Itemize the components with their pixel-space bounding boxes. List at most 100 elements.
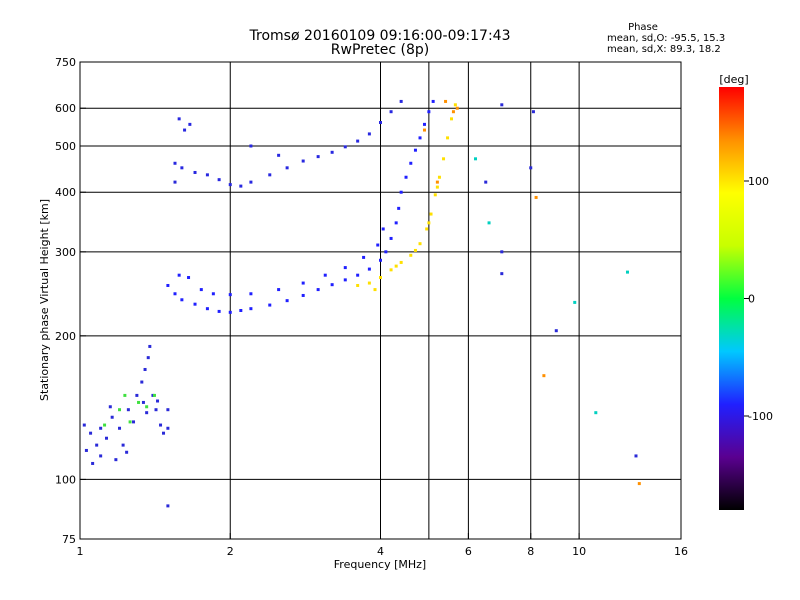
- y-tick-label: 600: [55, 102, 76, 115]
- data-point: [199, 288, 203, 292]
- data-point: [399, 260, 403, 264]
- data-point: [451, 110, 455, 114]
- data-point: [118, 408, 122, 412]
- data-point: [343, 278, 347, 282]
- y-axis-label: Stationary phase Virtual Height [km]: [38, 199, 51, 401]
- data-point: [217, 178, 221, 182]
- data-point: [239, 184, 243, 188]
- data-point: [487, 221, 491, 225]
- x-tick-label: 4: [377, 545, 384, 558]
- x-tick-label: 1: [77, 545, 84, 558]
- data-point: [542, 374, 546, 378]
- data-point: [82, 423, 86, 427]
- data-point: [177, 273, 181, 277]
- data-point: [103, 423, 107, 427]
- data-point: [473, 157, 477, 161]
- data-points: [82, 99, 641, 508]
- data-point: [151, 393, 155, 397]
- data-point: [500, 272, 504, 276]
- data-point: [442, 157, 446, 161]
- chart-title: Tromsø 20160109 09:16:00-09:17:43: [249, 28, 511, 44]
- data-point: [104, 436, 108, 440]
- data-point: [211, 292, 215, 296]
- data-point: [249, 307, 253, 311]
- data-point: [123, 393, 127, 397]
- data-point: [205, 307, 209, 311]
- data-point: [356, 283, 360, 287]
- data-point: [437, 175, 441, 179]
- data-point: [373, 288, 377, 292]
- data-point: [110, 415, 114, 419]
- data-point: [114, 458, 118, 462]
- data-point: [356, 139, 360, 143]
- data-point: [166, 504, 170, 508]
- data-point: [193, 170, 197, 174]
- data-point: [343, 266, 347, 270]
- data-point: [145, 411, 149, 415]
- y-tick-label: 300: [55, 246, 76, 259]
- axis-ticks: 1 2 4 6 8 10 16 75 100 200 300 400 500 600 750: [55, 56, 688, 558]
- x-axis-label: Frequency [MHz]: [334, 558, 426, 571]
- data-point: [446, 136, 450, 140]
- colorbar-tick-label: 100: [748, 175, 769, 188]
- data-point: [431, 99, 435, 103]
- data-point: [500, 250, 504, 254]
- data-point: [394, 221, 398, 225]
- data-point: [301, 159, 305, 163]
- data-point: [285, 299, 289, 303]
- data-point: [143, 367, 147, 371]
- data-point: [316, 288, 320, 292]
- data-point: [573, 300, 577, 304]
- data-point: [140, 380, 144, 384]
- data-point: [217, 309, 221, 313]
- x-tick-label: 2: [227, 545, 234, 558]
- data-point: [399, 99, 403, 103]
- data-point: [422, 122, 426, 126]
- data-point: [399, 190, 403, 194]
- data-point: [444, 99, 448, 103]
- data-point: [121, 443, 125, 447]
- y-tick-label: 400: [55, 186, 76, 199]
- data-point: [409, 161, 413, 165]
- data-point: [228, 293, 232, 297]
- data-point: [126, 408, 130, 412]
- data-point: [95, 443, 99, 447]
- data-point: [534, 195, 538, 199]
- data-point: [637, 482, 641, 486]
- data-point: [89, 431, 93, 435]
- data-point: [228, 183, 232, 187]
- data-point: [301, 281, 305, 285]
- y-tick-label: 100: [55, 473, 76, 486]
- data-point: [125, 450, 129, 454]
- data-point: [239, 308, 243, 312]
- data-point: [141, 400, 145, 404]
- grid: [80, 62, 681, 539]
- data-point: [249, 292, 253, 296]
- data-point: [128, 420, 132, 424]
- data-point: [413, 148, 417, 152]
- data-point: [166, 283, 170, 287]
- y-tick-label: 750: [55, 56, 76, 69]
- x-tick-label: 16: [674, 545, 688, 558]
- data-point: [453, 103, 457, 107]
- data-point: [146, 356, 150, 360]
- data-point: [484, 180, 488, 184]
- data-point: [132, 420, 136, 424]
- data-point: [108, 405, 112, 409]
- data-point: [554, 329, 558, 333]
- data-point: [91, 461, 95, 465]
- data-point: [425, 227, 429, 231]
- data-point: [367, 267, 371, 271]
- colorbar-tick-label: 0: [748, 293, 755, 306]
- data-point: [277, 288, 281, 292]
- data-point: [389, 268, 393, 272]
- data-point: [422, 128, 426, 132]
- data-point: [152, 393, 156, 397]
- data-point: [268, 303, 272, 307]
- data-point: [162, 431, 166, 435]
- data-point: [413, 248, 417, 252]
- y-tick-label: 500: [55, 140, 76, 153]
- colorbar: [719, 87, 744, 510]
- data-point: [379, 276, 382, 280]
- data-point: [449, 117, 453, 121]
